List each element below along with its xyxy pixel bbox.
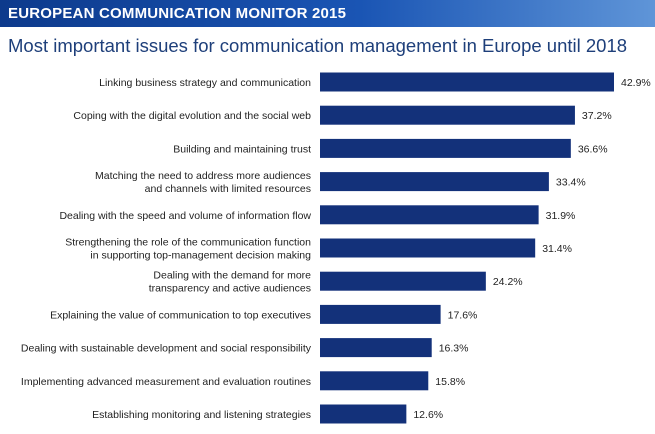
category-label-5: Strengthening the role of the communicat… — [65, 237, 311, 262]
bar-6 — [320, 271, 486, 291]
value-label-6: 24.2% — [493, 276, 523, 288]
value-label-5: 31.4% — [542, 243, 572, 255]
category-label-line: Matching the need to address more audien… — [95, 170, 311, 182]
category-label-7: Explaining the value of communication to… — [50, 309, 311, 321]
value-label-10: 12.6% — [413, 409, 443, 421]
bar-4 — [320, 205, 539, 225]
banner-title: EUROPEAN COMMUNICATION MONITOR 2015 — [8, 5, 347, 22]
value-label-2: 36.6% — [578, 143, 608, 155]
category-label-line: transparency and active audiences — [149, 283, 311, 295]
bar-3 — [320, 172, 549, 192]
category-label-line: Dealing with the demand for more — [153, 270, 311, 282]
value-label-7: 17.6% — [448, 309, 478, 321]
category-label-line: Coping with the digital evolution and th… — [73, 110, 311, 122]
category-label-3: Matching the need to address more audien… — [95, 170, 311, 195]
category-label-8: Dealing with sustainable development and… — [21, 343, 312, 355]
bar-8 — [320, 338, 432, 358]
bar-10 — [320, 404, 407, 424]
bar-9 — [320, 371, 429, 391]
category-label-line: Dealing with the speed and volume of inf… — [59, 210, 311, 222]
category-label-9: Implementing advanced measurement and ev… — [21, 376, 311, 388]
category-label-1: Coping with the digital evolution and th… — [73, 110, 311, 122]
value-label-8: 16.3% — [439, 343, 469, 355]
value-label-0: 42.9% — [621, 77, 651, 89]
value-label-4: 31.9% — [546, 210, 576, 222]
category-label-10: Establishing monitoring and listening st… — [92, 409, 311, 421]
category-label-6: Dealing with the demand for more transpar… — [149, 270, 311, 295]
category-label-4: Dealing with the speed and volume of inf… — [59, 210, 311, 222]
category-label-line: Strengthening the role of the communicat… — [65, 237, 311, 249]
bar-0 — [320, 72, 614, 92]
bar-7 — [320, 304, 441, 324]
category-label-2: Building and maintaining trust — [173, 143, 311, 155]
bar-2 — [320, 138, 571, 158]
category-label-line: Implementing advanced measurement and ev… — [21, 376, 311, 388]
category-label-line: Explaining the value of communication to… — [50, 309, 311, 321]
category-label-line: Linking business strategy and communicat… — [99, 77, 311, 89]
category-label-line: Dealing with sustainable development and… — [21, 343, 312, 355]
banner: EUROPEAN COMMUNICATION MONITOR 2015 — [0, 0, 655, 27]
value-label-9: 15.8% — [435, 376, 465, 388]
category-label-line: Establishing monitoring and listening st… — [92, 409, 311, 421]
value-label-1: 37.2% — [582, 110, 612, 122]
value-label-3: 33.4% — [556, 177, 586, 189]
category-label-0: Linking business strategy and communicat… — [99, 77, 311, 89]
category-label-line: in supporting top-management decision ma… — [90, 250, 311, 262]
chart-title: Most important issues for communication … — [8, 35, 628, 56]
category-label-line: Building and maintaining trust — [173, 143, 311, 155]
bar-5 — [320, 238, 536, 258]
bar-1 — [320, 105, 575, 125]
category-label-line: and channels with limited resources — [145, 183, 311, 195]
